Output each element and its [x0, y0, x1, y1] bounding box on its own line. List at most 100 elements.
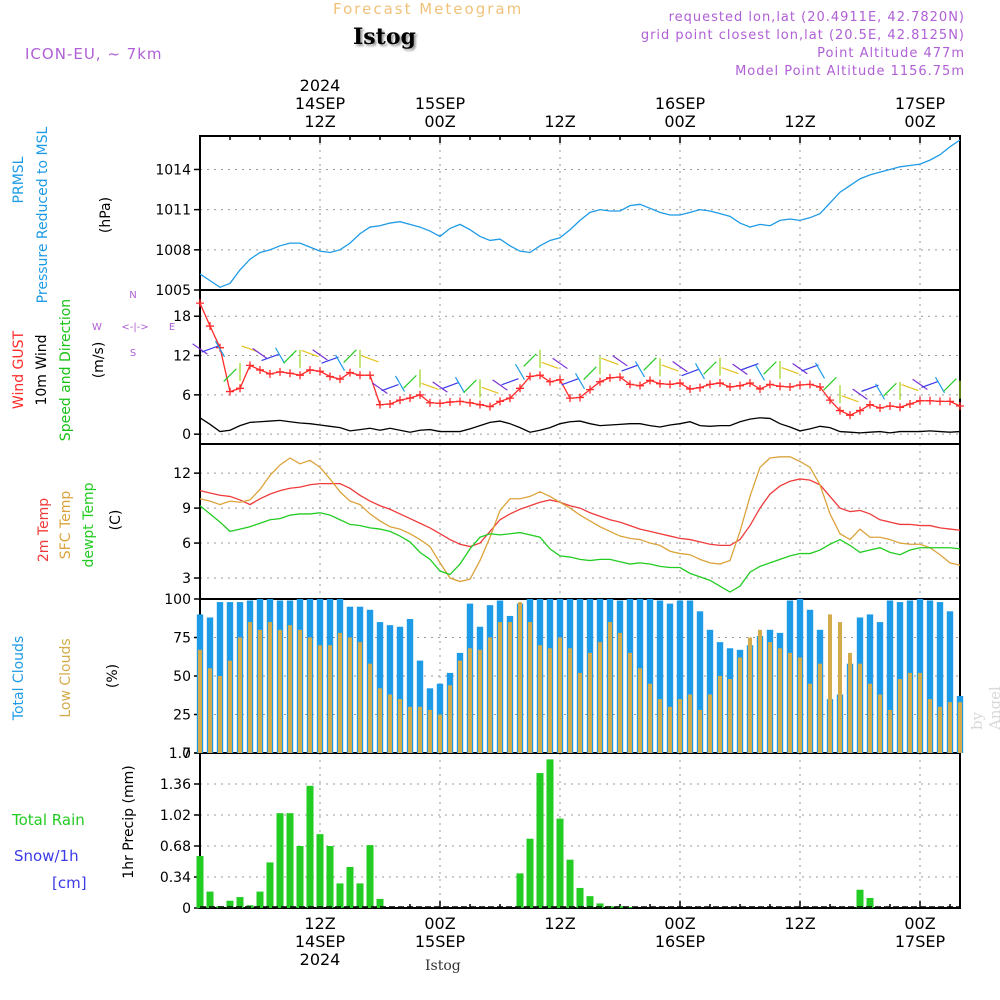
gust-marker: [546, 377, 554, 386]
direction-arrow: [643, 357, 657, 371]
gust-marker: [236, 384, 244, 393]
direction-arrow: [703, 361, 717, 375]
low-clouds-bar: [818, 663, 822, 753]
gust-marker: [896, 403, 904, 412]
gust-marker: [216, 343, 224, 352]
product-title: Forecast Meteogram: [333, 0, 524, 18]
y-tick-label: 1.36: [160, 777, 191, 793]
direction-arrow: [441, 382, 459, 390]
low-clouds-bar: [658, 699, 662, 753]
low-clouds-bar: [258, 629, 262, 753]
low-clouds-bar: [468, 648, 472, 753]
gust-marker: [906, 400, 914, 409]
total-clouds-bar: [896, 602, 904, 753]
low-clouds-bar: [678, 699, 682, 753]
time-label-bottom: 14SEP: [295, 932, 346, 951]
gust-marker: [756, 384, 764, 393]
low-clouds-bar: [518, 602, 522, 753]
time-label-bottom: 12Z: [544, 914, 575, 933]
gust-marker: [946, 397, 954, 406]
low-clouds-label: Low Clouds: [58, 638, 74, 717]
gust-marker: [526, 372, 534, 381]
total-clouds-bar: [406, 619, 414, 753]
direction-arrow: [312, 349, 328, 361]
low-clouds-bar: [668, 706, 672, 753]
direction-arrow: [721, 366, 739, 375]
time-label-bottom: 17SEP: [895, 932, 946, 951]
low-clouds-bar: [858, 663, 862, 753]
rain-bar: [516, 873, 524, 908]
rain-bar: [236, 897, 244, 908]
gust-marker: [226, 387, 234, 396]
low-clouds-bar: [328, 645, 332, 753]
pressure-line: [199, 139, 961, 289]
direction-arrow: [874, 383, 886, 400]
gust-marker: [496, 397, 504, 406]
direction-arrow: [321, 356, 339, 364]
gust-marker: [436, 399, 444, 408]
rain-label: Total Rain: [11, 811, 85, 829]
wind-unit-label: (m/s): [91, 342, 107, 379]
snow-label: Snow/1h: [14, 847, 79, 865]
low-clouds-bar: [618, 632, 622, 753]
y-tick-label: 50: [173, 669, 191, 685]
low-clouds-bar: [948, 702, 952, 753]
total-clouds-bar: [376, 622, 384, 753]
time-label-top: 2024: [300, 76, 341, 95]
direction-arrow: [574, 372, 586, 390]
gust-marker: [656, 379, 664, 388]
gust-marker: [536, 371, 544, 380]
low-clouds-bar: [598, 642, 602, 753]
low-clouds-bar: [878, 694, 882, 753]
total-clouds-bar: [806, 609, 814, 753]
rain-bar: [376, 898, 384, 908]
direction-arrow: [223, 368, 237, 382]
y-tick-label: 0.68: [160, 839, 191, 855]
gust-marker: [196, 299, 204, 308]
direction-arrow: [634, 361, 646, 378]
direction-arrow: [681, 368, 699, 377]
direction-arrow: [261, 353, 279, 362]
dewpoint-label: dewpt Temp: [81, 482, 97, 567]
total-clouds-bar: [946, 611, 954, 753]
rain-bar: [276, 813, 284, 908]
temp2m-label: 2m Temp: [36, 498, 52, 562]
clouds-unit-label: (%): [105, 664, 121, 688]
compass-s: S: [130, 348, 136, 359]
low-clouds-bar: [308, 637, 312, 753]
y-tick-label: 1014: [155, 162, 191, 178]
y-tick-label: 6: [182, 388, 191, 404]
rain-bar: [366, 845, 374, 908]
y-tick-label: 25: [173, 708, 191, 724]
low-clouds-bar: [508, 622, 512, 753]
direction-arrow: [334, 354, 346, 371]
time-label-top: 15SEP: [415, 94, 466, 113]
gust-marker: [266, 369, 274, 378]
direction-arrow: [612, 355, 628, 367]
gust-marker: [596, 377, 604, 386]
total-clouds-bar: [706, 629, 714, 753]
gust-marker: [416, 390, 424, 399]
y-tick-label: 75: [173, 631, 191, 647]
gust-marker: [476, 400, 484, 409]
y-tick-label: 1005: [155, 283, 191, 299]
direction-arrow: [421, 382, 439, 390]
low-clouds-bar: [438, 714, 442, 753]
panel-frame: [199, 752, 961, 909]
sfc-temp-line: [199, 456, 961, 583]
direction-arrow: [921, 380, 939, 389]
total-clouds-label: Total Clouds: [11, 636, 27, 721]
y-tick-label: 9: [182, 501, 191, 517]
gust-marker: [586, 385, 594, 394]
direction-arrow: [541, 361, 559, 370]
low-clouds-bar: [748, 637, 752, 753]
direction-arrow: [381, 384, 399, 392]
rain-bar: [566, 859, 574, 908]
y-tick-label: 0: [182, 427, 191, 443]
time-label-bottom: 12Z: [304, 914, 335, 933]
gust-marker: [736, 381, 744, 390]
gust-marker: [336, 375, 344, 384]
rain-bar: [546, 759, 554, 908]
low-clouds-bar: [378, 688, 382, 753]
